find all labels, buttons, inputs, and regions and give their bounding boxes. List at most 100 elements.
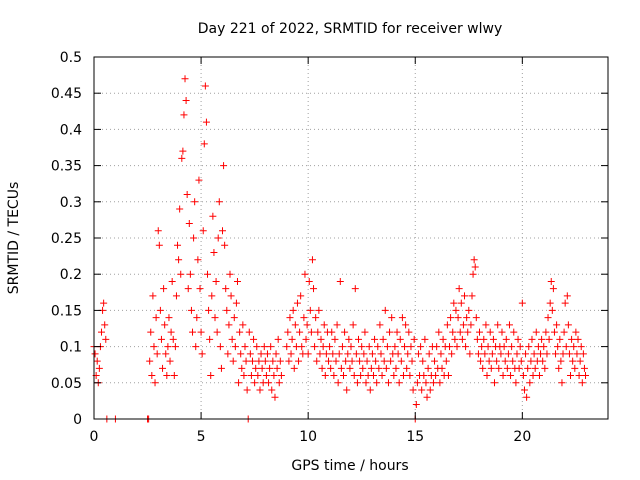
data-point <box>391 343 399 351</box>
data-point <box>582 372 590 380</box>
data-point <box>495 364 503 372</box>
data-point <box>285 357 293 365</box>
data-point <box>519 372 527 380</box>
data-point <box>237 350 245 358</box>
data-point <box>580 364 588 372</box>
data-point <box>313 357 321 365</box>
data-point <box>315 306 323 314</box>
data-point <box>333 321 341 329</box>
data-point <box>175 256 183 264</box>
data-point <box>575 372 583 380</box>
data-point <box>318 364 326 372</box>
data-point <box>297 292 305 300</box>
data-point <box>277 372 285 380</box>
data-point <box>266 364 274 372</box>
data-point <box>571 364 579 372</box>
data-point <box>326 343 334 351</box>
data-point <box>268 386 276 394</box>
data-point <box>254 372 262 380</box>
data-point <box>172 292 180 300</box>
data-point <box>457 299 465 307</box>
data-point <box>311 343 319 351</box>
data-point <box>148 372 156 380</box>
data-point <box>480 335 488 343</box>
data-point <box>486 328 494 336</box>
data-point <box>374 343 382 351</box>
data-point <box>298 343 306 351</box>
data-point <box>406 372 414 380</box>
data-point <box>235 379 243 387</box>
data-point <box>369 372 377 380</box>
data-point <box>359 364 367 372</box>
data-point <box>295 357 303 365</box>
data-point <box>189 328 197 336</box>
data-point <box>160 285 168 293</box>
data-point <box>243 386 251 394</box>
data-point <box>530 350 538 358</box>
data-points <box>90 75 590 423</box>
data-point <box>91 350 99 358</box>
data-point <box>488 350 496 358</box>
data-point <box>494 321 502 329</box>
data-point <box>444 372 452 380</box>
data-point <box>523 393 531 401</box>
data-point <box>482 321 490 329</box>
data-point <box>184 285 192 293</box>
data-point <box>306 306 314 314</box>
data-point <box>547 277 555 285</box>
data-point <box>558 379 566 387</box>
data-point <box>260 343 268 351</box>
data-point <box>159 364 167 372</box>
data-point <box>578 379 586 387</box>
data-point <box>518 299 526 307</box>
data-point <box>579 350 587 358</box>
data-point <box>274 335 282 343</box>
data-point <box>505 321 513 329</box>
data-point <box>331 335 339 343</box>
x-tick-label: 10 <box>299 429 317 445</box>
data-point <box>550 328 558 336</box>
data-point <box>466 350 474 358</box>
data-point <box>528 335 536 343</box>
data-point <box>154 227 162 235</box>
data-point <box>516 343 524 351</box>
data-point <box>375 364 383 372</box>
data-point <box>291 321 299 329</box>
data-point <box>241 343 249 351</box>
data-point <box>483 372 491 380</box>
data-point <box>349 321 357 329</box>
data-point <box>155 241 163 249</box>
data-point <box>304 350 312 358</box>
data-point <box>451 335 459 343</box>
data-point <box>562 343 570 351</box>
data-point <box>423 393 431 401</box>
data-point <box>289 306 297 314</box>
data-point <box>502 335 510 343</box>
data-point <box>346 364 354 372</box>
data-point <box>223 306 231 314</box>
data-point <box>350 372 358 380</box>
data-point <box>272 350 280 358</box>
data-point <box>404 350 412 358</box>
data-point <box>321 372 329 380</box>
data-point <box>366 386 374 394</box>
data-point <box>204 270 212 278</box>
data-point <box>200 140 208 148</box>
data-point <box>373 379 381 387</box>
data-point <box>377 350 385 358</box>
data-point <box>526 379 534 387</box>
data-point <box>448 350 456 358</box>
data-point <box>213 328 221 336</box>
data-point <box>538 335 546 343</box>
y-tick-label: 0.1 <box>60 340 82 356</box>
data-point <box>358 343 366 351</box>
data-point <box>413 379 421 387</box>
data-point <box>312 314 320 322</box>
data-point <box>564 321 572 329</box>
data-point <box>453 343 461 351</box>
data-point <box>378 372 386 380</box>
data-point <box>446 343 454 351</box>
data-point <box>479 364 487 372</box>
data-point <box>490 379 498 387</box>
data-point <box>535 372 543 380</box>
